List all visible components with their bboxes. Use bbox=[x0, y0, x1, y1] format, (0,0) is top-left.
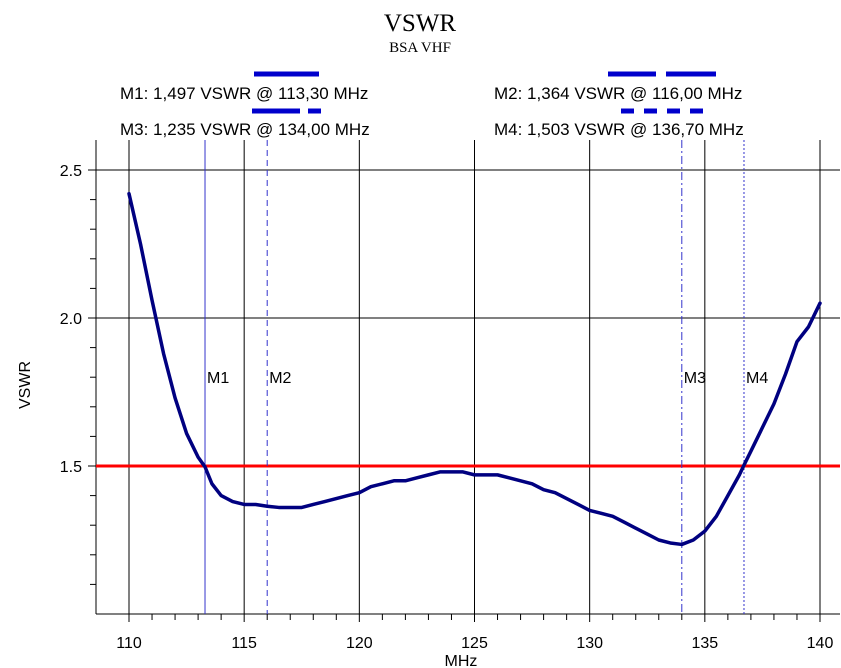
y-axis-label: VSWR bbox=[17, 361, 34, 409]
marker-label-m4: M4 bbox=[746, 370, 768, 387]
x-tick-label-140: 140 bbox=[807, 635, 834, 652]
series bbox=[127, 191, 822, 547]
x-tick-label-125: 125 bbox=[461, 635, 488, 652]
marker-annotation-m2: M2: 1,364 VSWR @ 116,00 MHz bbox=[494, 84, 742, 103]
y-tick-label-2.5: 2.5 bbox=[60, 163, 82, 180]
marker-label-m3: M3 bbox=[684, 370, 706, 387]
y-tick-label-1.5: 1.5 bbox=[60, 459, 82, 476]
tick-marks bbox=[90, 199, 798, 620]
x-tick-label-120: 120 bbox=[346, 635, 373, 652]
chart-title: VSWR bbox=[384, 10, 457, 37]
marker-lines: M1 M2 M3 M4 bbox=[204, 140, 768, 614]
chart-subtitle: BSA VHF bbox=[389, 40, 451, 56]
marker-annotation-m3: M3: 1,235 VSWR @ 134,00 MHz bbox=[120, 120, 370, 139]
tick-labels: 110 115 120 125 130 135 140 1.5 2.0 2.5 bbox=[60, 163, 834, 652]
grid-lines bbox=[88, 140, 840, 622]
marker-label-m2: M2 bbox=[269, 370, 291, 387]
x-axis-label: MHz bbox=[445, 653, 478, 668]
x-tick-label-110: 110 bbox=[116, 635, 142, 652]
x-tick-label-135: 135 bbox=[691, 635, 718, 652]
marker-legend: M1: 1,497 VSWR @ 113,30 MHz M2: 1,364 VS… bbox=[120, 71, 744, 139]
marker-label-m1: M1 bbox=[207, 370, 229, 387]
marker-annotation-m4: M4: 1,503 VSWR @ 136,70 MHz bbox=[494, 120, 744, 139]
marker-annotation-m1: M1: 1,497 VSWR @ 113,30 MHz bbox=[120, 84, 368, 103]
y-tick-label-2.0: 2.0 bbox=[60, 311, 82, 328]
series-line-0 bbox=[127, 191, 822, 547]
x-tick-label-130: 130 bbox=[576, 635, 603, 652]
x-tick-label-115: 115 bbox=[231, 635, 257, 652]
